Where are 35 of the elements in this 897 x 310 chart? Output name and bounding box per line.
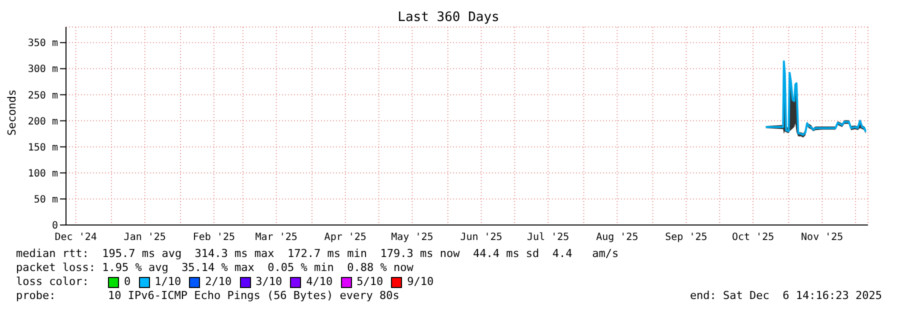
x-tick-label: May '25 [391, 232, 434, 244]
y-tick-label: 250 m [28, 90, 58, 102]
text: 1/10 [154, 275, 182, 289]
x-tick-label: Feb '25 [192, 232, 236, 244]
y-tick-label: 150 m [28, 142, 58, 154]
text: 3/10 [256, 275, 282, 289]
y-tick-label: 350 m [28, 38, 58, 50]
chart-title: Last 360 Days [396, 10, 500, 25]
text: 10 IPv6-ICMP Echo Pings (56 Bytes) every 80s [108, 289, 400, 303]
y-axis-title: Seconds [6, 88, 19, 136]
text: 2/10 [205, 275, 232, 289]
text: end: Sat Dec 6 14:16:23 2025 [690, 289, 882, 303]
x-tick-label: Mar '25 [255, 232, 298, 244]
text: 0 [124, 275, 131, 289]
text: packet loss: 1.95 % avg 35.14 % max 0.05 % min 0.88 % now [16, 261, 414, 275]
x-tick-label: Aug '25 [596, 232, 638, 244]
y-tick-label: 300 m [28, 64, 58, 76]
x-tick-label: Jun '25 [460, 232, 502, 244]
x-tick-label: Apr '25 [324, 232, 366, 244]
text: probe: [16, 289, 57, 303]
text: 4/10 [306, 275, 333, 289]
y-tick-label: 200 m [28, 116, 58, 128]
y-tick-label: 0 [52, 220, 58, 232]
text: loss color: [16, 275, 90, 289]
y-tick-label: 100 m [28, 168, 58, 180]
x-tick-label: Jan '25 [124, 232, 166, 244]
x-tick-label: Dec '24 [54, 232, 97, 244]
x-tick-label: Sep '25 [665, 232, 708, 244]
x-tick-label: Oct '25 [732, 232, 774, 244]
x-tick-label: Jul '25 [527, 232, 570, 244]
y-tick-label: 50 m [34, 194, 58, 206]
text: median rtt: 195.7 ms avg 314.3 ms max 172.7 ms min 179.3 ms now 44.4 ms sd 4.4 am/s [16, 247, 620, 261]
x-tick-label: Nov '25 [801, 232, 844, 244]
text: 5/10 [356, 275, 384, 289]
text: 9/10 [407, 275, 434, 289]
